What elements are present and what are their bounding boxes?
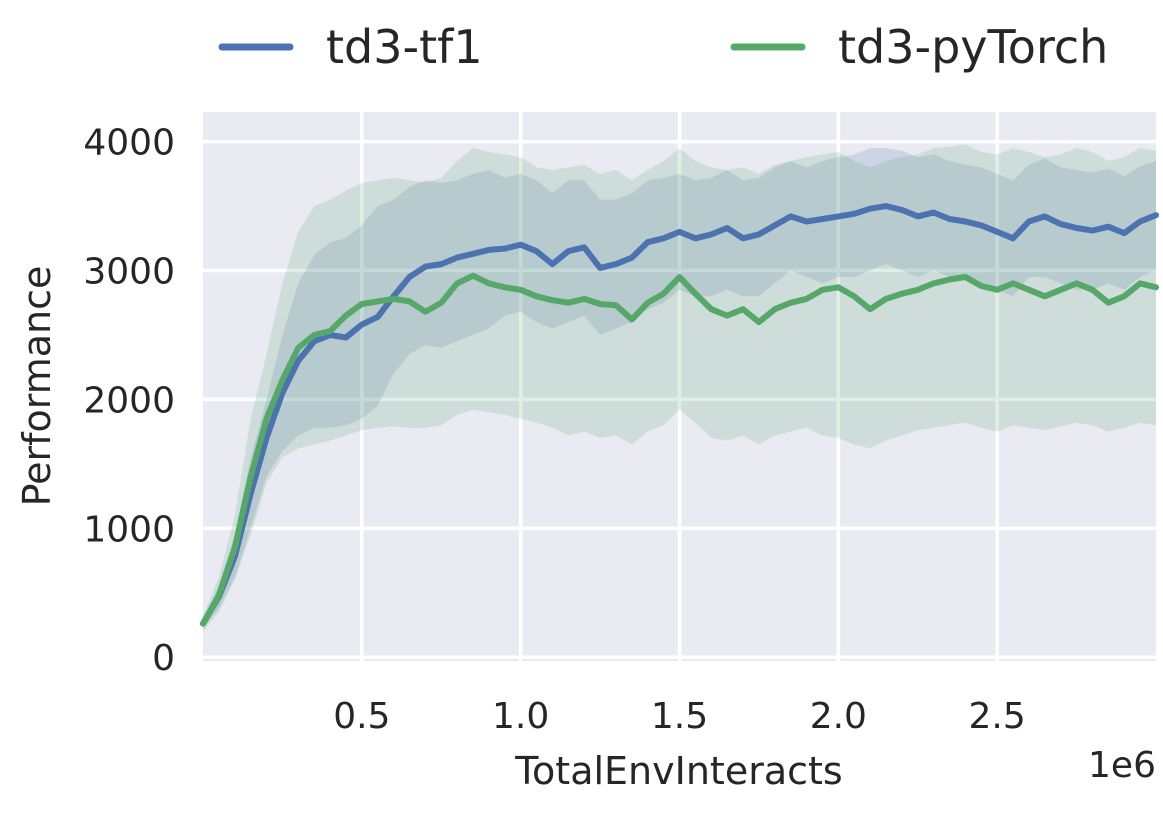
y-tick-label: 2000 xyxy=(83,380,175,421)
x-tick-label: 0.5 xyxy=(333,696,390,737)
legend: td3-tf1 td3-pyTorch xyxy=(218,20,1108,74)
x-tick-label: 1.0 xyxy=(492,696,549,737)
x-axis-ticks: 0.5 1.0 1.5 2.0 2.5 xyxy=(333,696,1026,737)
legend-label-tf1: td3-tf1 xyxy=(326,20,483,74)
y-tick-label: 4000 xyxy=(83,123,175,164)
legend-label-pytorch: td3-pyTorch xyxy=(838,20,1108,74)
band-td3-tf1 xyxy=(203,148,1156,629)
series-line-td3-tf1 xyxy=(200,203,1159,627)
y-tick-label: 3000 xyxy=(83,252,175,293)
x-axis-offset-label: 1e6 xyxy=(1088,745,1156,786)
y-axis-ticks: 0 1000 2000 3000 4000 xyxy=(83,123,175,679)
x-tick-label: 2.5 xyxy=(969,696,1026,737)
series-lines xyxy=(200,203,1159,627)
grid xyxy=(203,112,1156,661)
x-axis-label: TotalEnvInteracts xyxy=(514,749,842,793)
x-tick-label: 2.0 xyxy=(810,696,867,737)
y-axis-label: Performance xyxy=(15,266,59,507)
series-line-td3-pytorch xyxy=(200,272,1159,627)
x-tick-label: 1.5 xyxy=(651,696,708,737)
y-tick-label: 0 xyxy=(152,638,175,679)
y-tick-label: 1000 xyxy=(83,509,175,550)
